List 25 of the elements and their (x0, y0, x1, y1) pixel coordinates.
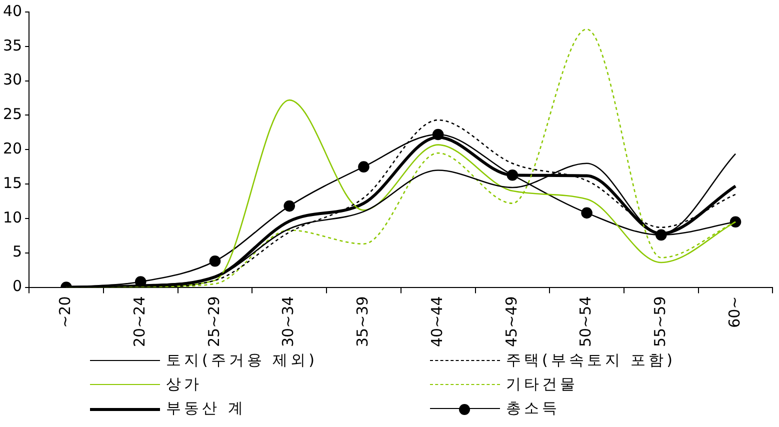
y-tick-label: 30 (2, 70, 22, 89)
legend-label: 토지(주거용 제외) (166, 351, 318, 370)
y-tick-label: 0 (12, 277, 22, 296)
legend-label: 부동산 계 (166, 399, 246, 418)
x-tick-label: 25~29 (204, 296, 223, 348)
legend-label: 상가 (166, 375, 202, 394)
x-tick-label: 45~49 (502, 296, 520, 348)
y-tick-label: 20 (2, 140, 22, 158)
x-tick-label: 40~44 (428, 296, 446, 348)
x-tick-label: 50~54 (576, 296, 595, 348)
x-tick-label: 55~59 (651, 296, 670, 348)
y-tick-label: 10 (2, 208, 22, 226)
x-tick-label: ~20 (56, 296, 74, 328)
legend-label: 주택(부속토지 포함) (506, 351, 676, 370)
y-tick-label: 25 (2, 105, 22, 124)
x-tick-label: 20~24 (130, 296, 149, 348)
x-tick-label: 30~34 (279, 296, 298, 348)
legend-label: 기타건물 (506, 375, 578, 394)
legend-label: 총소득 (506, 399, 560, 418)
y-tick-label: 35 (2, 36, 22, 54)
y-tick-label: 15 (2, 174, 22, 192)
x-tick-label: 35~39 (354, 296, 372, 348)
y-tick-label: 40 (2, 2, 22, 20)
y-tick-label: 5 (12, 242, 22, 261)
x-tick-label: 60~ (725, 296, 744, 328)
